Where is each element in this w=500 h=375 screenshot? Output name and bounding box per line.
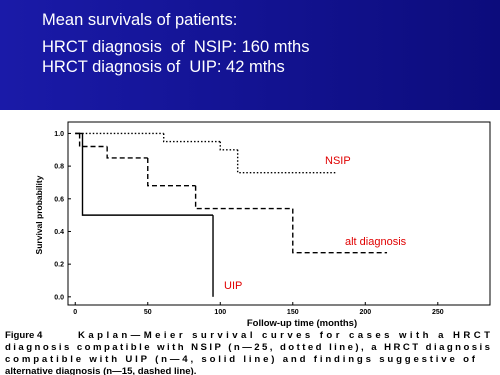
survival-step — [194, 185, 293, 210]
caption-line: Kaplan—Meier survival curves for cases w… — [78, 330, 490, 341]
x-tick-label: 250 — [432, 309, 444, 316]
x-tick-label: 50 — [144, 309, 152, 316]
survival-step — [219, 141, 238, 151]
survival-step — [292, 208, 388, 254]
caption-line: compatible with UIP (n—4, solid line) an… — [5, 354, 476, 365]
plot-frame — [67, 121, 491, 306]
y-tick-label: 0.6 — [54, 196, 64, 203]
header-line: Mean survivals of patients: — [42, 11, 237, 29]
y-tick-label: 0.0 — [54, 294, 64, 301]
y-tick-label: 0.8 — [54, 164, 64, 171]
survival-step — [106, 146, 148, 159]
y-tick-label: 0.4 — [54, 229, 64, 236]
survival-step — [163, 133, 221, 143]
x-tick-label: 0 — [73, 309, 77, 316]
survival-step — [147, 157, 196, 187]
y-tick-label: 0.2 — [54, 262, 64, 269]
header-line: HRCT diagnosis of NSIP: 160 mths — [42, 38, 309, 56]
survival-step — [236, 149, 337, 174]
x-tick-label: 150 — [287, 309, 299, 316]
y-tick-label: 1.0 — [54, 131, 64, 138]
x-tick-label: 100 — [214, 309, 226, 316]
caption-line: alternative diagnosis (n—15, dashed line… — [5, 366, 196, 375]
survival-step — [78, 133, 108, 148]
header-band — [0, 0, 500, 110]
x-axis-title: Follow-up time (months) — [247, 318, 357, 329]
survival-step — [81, 133, 214, 216]
curve-label: UIP — [224, 280, 242, 292]
x-tick-label: 200 — [359, 309, 371, 316]
curve-label: NSIP — [325, 155, 351, 167]
header-line: HRCT diagnosis of UIP: 42 mths — [42, 58, 285, 76]
caption-line: diagnosis compatible with NSIP (n—25, do… — [5, 342, 490, 353]
caption-figure: Figure 4 — [5, 330, 43, 341]
curve-label: alt diagnosis — [345, 236, 407, 248]
y-axis-title: Survival probability — [34, 175, 44, 254]
